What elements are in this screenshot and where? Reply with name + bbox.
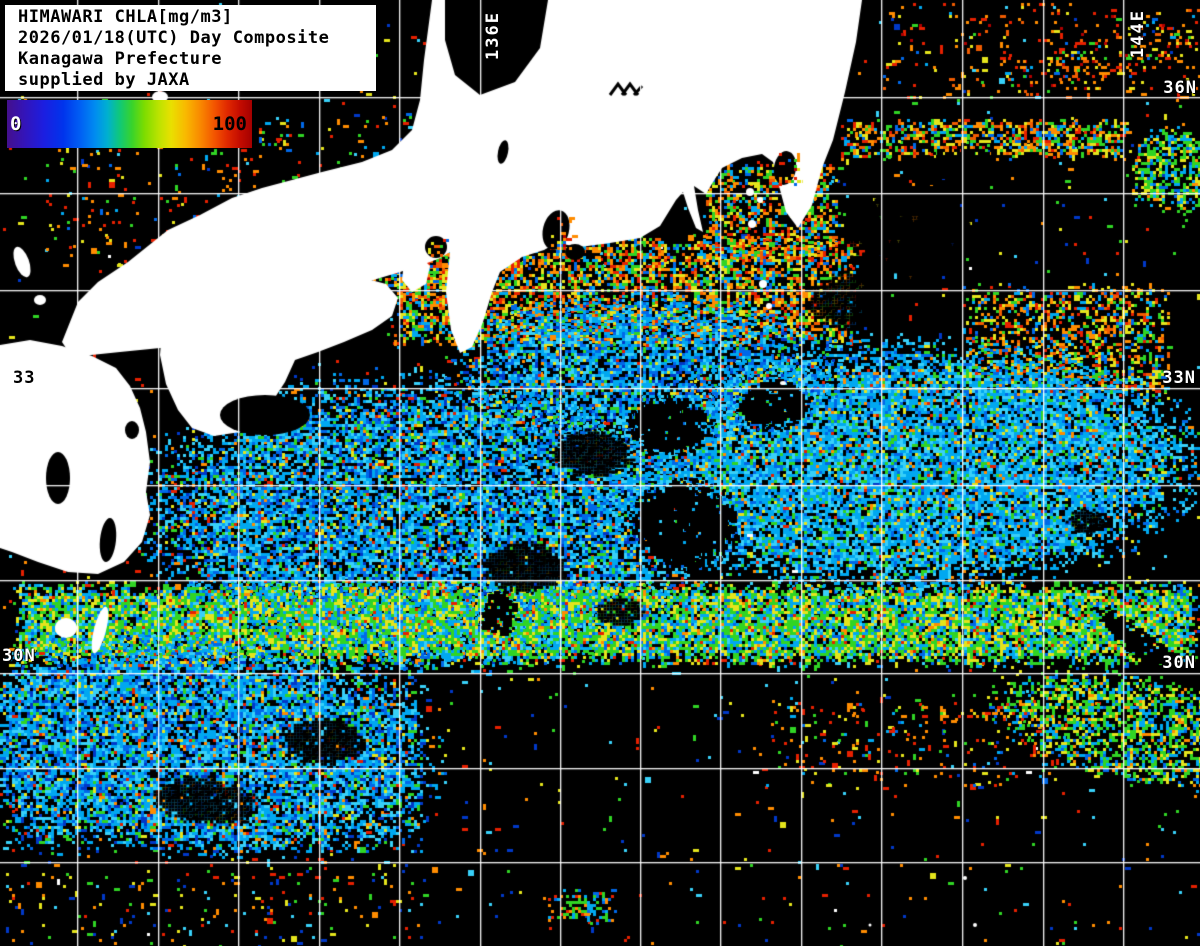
lon-label-144e: 144E — [1128, 9, 1148, 58]
title-panel: HIMAWARI CHLA[mg/m3] 2026/01/18(UTC) Day… — [5, 5, 376, 91]
lat-label-36n-right: 36N — [1163, 78, 1197, 98]
title-line-region: Kanagawa Prefecture — [18, 49, 222, 69]
title-line-product: HIMAWARI CHLA[mg/m3] — [18, 7, 233, 27]
lat-label-30n-left: 30N — [2, 646, 36, 666]
title-line-date: 2026/01/18(UTC) Day Composite — [18, 28, 330, 48]
lat-label-33-left: 33 — [13, 368, 36, 388]
colorbar-max-label: 100 — [212, 113, 247, 135]
lat-label-30n-right: 30N — [1162, 653, 1196, 673]
title-line-credit: supplied by JAXA — [18, 70, 190, 90]
colorbar-min-label: 0 — [10, 113, 22, 135]
lon-label-136e: 136E — [483, 11, 503, 60]
color-scale-bar: 0 100 — [7, 100, 252, 148]
lat-label-33n-right: 33N — [1162, 368, 1196, 388]
